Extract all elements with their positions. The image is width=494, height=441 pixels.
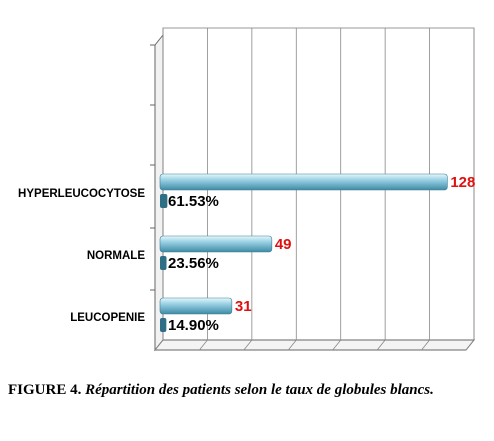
floor-grid-line [421, 339, 430, 351]
bar [159, 173, 448, 191]
floor-grid-line [199, 339, 208, 351]
bar [160, 256, 167, 270]
floor-grid-line [154, 339, 164, 351]
category-label: NORMALE [87, 250, 145, 262]
caption-label: FIGURE 4. [8, 382, 82, 398]
value-label: 23.56% [168, 255, 219, 272]
caption: FIGURE 4. Répartition des patients selon… [8, 380, 478, 401]
value-label: 31 [235, 298, 252, 315]
chart: LEUCOPENIE 31 14.90% NORMALE 49 23.56% HYPERLE… [18, 27, 476, 352]
value-label: 61.53% [168, 193, 219, 210]
value-label: 128 [450, 174, 475, 191]
caption-text: Répartition des patients selon le taux d… [85, 382, 434, 398]
bar [160, 318, 167, 332]
plot: LEUCOPENIE 31 14.90% NORMALE 49 23.56% HYPERLE… [18, 28, 475, 351]
floor-grid-line [243, 339, 253, 351]
floor [153, 339, 476, 351]
value-label: 49 [275, 236, 292, 253]
floor-grid-line [465, 339, 475, 351]
bar [160, 194, 168, 208]
bar [159, 235, 273, 253]
category-label: LEUCOPENIE [70, 312, 145, 324]
floor-grid-line [287, 339, 297, 351]
bar [159, 297, 233, 315]
category-label: HYPERLEUCOCYTOSE [18, 188, 145, 200]
floor-grid-line [376, 339, 386, 351]
value-label: 14.90% [168, 317, 219, 334]
floor-grid-line [332, 339, 342, 351]
